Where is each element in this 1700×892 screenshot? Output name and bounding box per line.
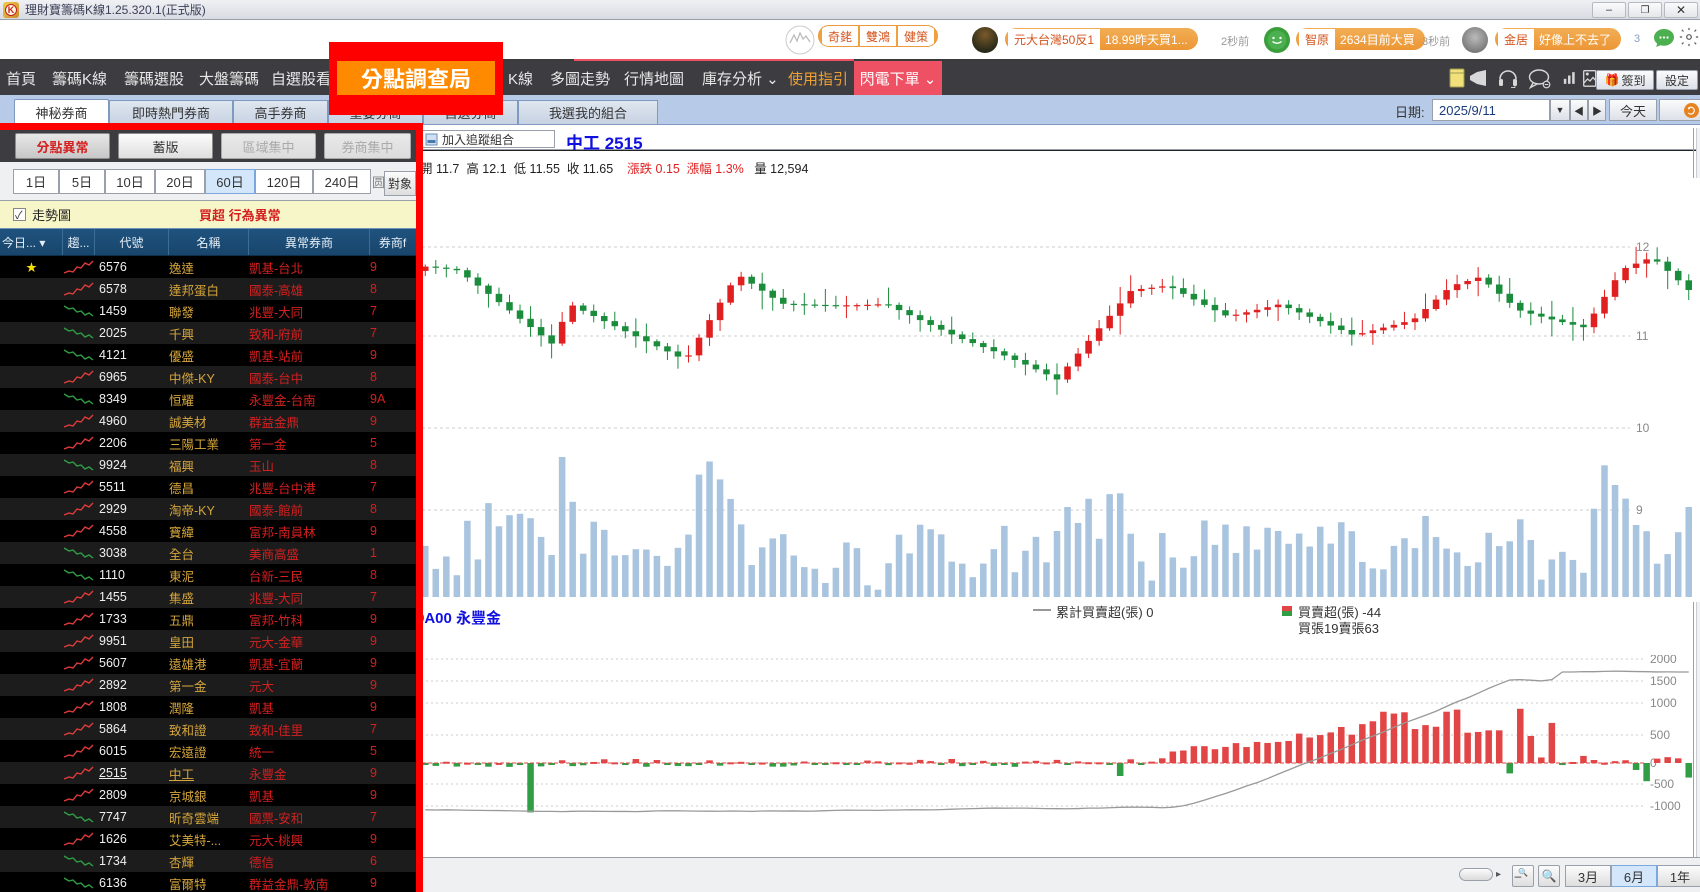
svg-text:11: 11	[1636, 329, 1649, 343]
svg-text:-500: -500	[1650, 777, 1674, 791]
svg-text:10: 10	[1636, 421, 1650, 435]
svg-text:500: 500	[1650, 728, 1670, 742]
svg-text:9: 9	[1636, 503, 1643, 517]
svg-text:2000: 2000	[1650, 655, 1677, 666]
svg-text:12: 12	[1636, 240, 1650, 254]
svg-text:1000: 1000	[1650, 696, 1677, 710]
svg-text:-1000: -1000	[1650, 799, 1681, 813]
svg-text:1500: 1500	[1650, 674, 1677, 688]
